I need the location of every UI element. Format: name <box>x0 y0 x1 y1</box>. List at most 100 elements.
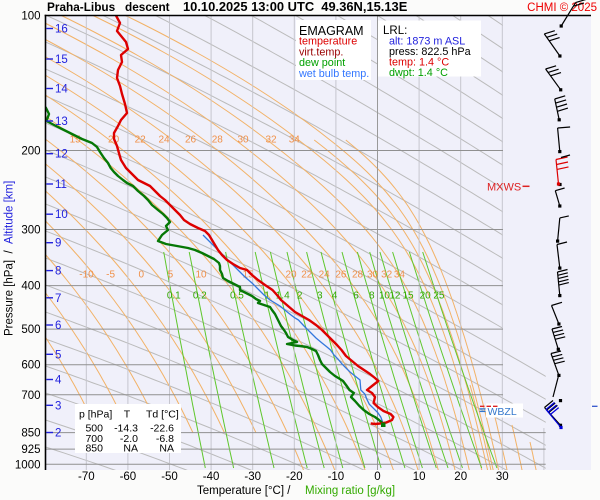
svg-text:-40: -40 <box>203 471 220 483</box>
svg-text:32: 32 <box>265 135 277 146</box>
svg-text:10.10.2025 13:00 UTC 49.36N,1: 10.10.2025 13:00 UTC 49.36N,15.13E <box>183 0 408 14</box>
svg-text:Temperature [°C] /: Temperature [°C] / <box>197 485 291 497</box>
svg-text:WBZL: WBZL <box>488 406 517 418</box>
svg-text:28: 28 <box>212 135 224 146</box>
svg-text:10: 10 <box>55 209 68 221</box>
svg-text:8: 8 <box>369 291 375 302</box>
svg-text:4: 4 <box>332 291 338 302</box>
svg-text:700: 700 <box>21 390 40 402</box>
svg-text:-10: -10 <box>328 471 345 483</box>
svg-text:9: 9 <box>55 238 61 250</box>
svg-text:500: 500 <box>21 324 40 336</box>
svg-text:28: 28 <box>352 270 364 281</box>
svg-text:T: T <box>124 409 131 421</box>
svg-text:30: 30 <box>496 471 509 483</box>
svg-text:100: 100 <box>21 10 40 22</box>
svg-text:16: 16 <box>55 24 68 36</box>
svg-text:500: 500 <box>85 423 103 435</box>
svg-text:26: 26 <box>335 270 347 281</box>
svg-text:0.2: 0.2 <box>193 291 207 302</box>
svg-text:20: 20 <box>454 471 467 483</box>
svg-text:34: 34 <box>394 270 406 281</box>
svg-text:EMAGRAM: EMAGRAM <box>299 24 364 38</box>
svg-text:20: 20 <box>420 291 432 302</box>
svg-text:-50: -50 <box>161 471 178 483</box>
svg-text:15: 15 <box>70 135 82 146</box>
svg-text:11: 11 <box>55 179 67 191</box>
svg-text:Td [°C]: Td [°C] <box>146 409 179 421</box>
svg-text:30: 30 <box>237 135 249 146</box>
svg-text:2: 2 <box>297 291 303 302</box>
svg-text:30: 30 <box>367 270 379 281</box>
svg-text:virt.temp.: virt.temp. <box>299 46 343 58</box>
svg-text:24: 24 <box>158 135 170 146</box>
svg-text:0: 0 <box>374 471 380 483</box>
svg-text:4: 4 <box>55 375 62 387</box>
svg-text:20: 20 <box>285 270 297 281</box>
svg-text:12: 12 <box>55 149 68 161</box>
svg-text:-70: -70 <box>78 471 95 483</box>
svg-text:6: 6 <box>55 320 61 332</box>
svg-text:wet bulb temp.: wet bulb temp. <box>298 68 369 80</box>
svg-text:5: 5 <box>55 349 61 361</box>
svg-text:-6.8: -6.8 <box>156 433 174 445</box>
svg-text:13: 13 <box>55 116 68 128</box>
svg-text:-2.0: -2.0 <box>120 433 138 445</box>
svg-text:15: 15 <box>243 270 255 281</box>
svg-text:925: 925 <box>21 444 40 456</box>
svg-text:0.1: 0.1 <box>167 291 181 302</box>
svg-text:400: 400 <box>21 281 40 293</box>
svg-text:5: 5 <box>168 270 174 281</box>
svg-text:200: 200 <box>21 146 40 158</box>
svg-text:600: 600 <box>21 360 40 372</box>
svg-text:22: 22 <box>301 270 313 281</box>
svg-text:-14.3: -14.3 <box>114 423 138 435</box>
svg-text:-60: -60 <box>120 471 137 483</box>
svg-text:-30: -30 <box>244 471 261 483</box>
svg-text:Praha-Libus descent: Praha-Libus descent <box>47 0 170 14</box>
svg-text:34: 34 <box>289 135 301 146</box>
svg-text:dew point: dew point <box>299 57 345 69</box>
svg-text:p [hPa]: p [hPa] <box>79 409 112 421</box>
svg-text:MXWS: MXWS <box>487 181 521 193</box>
svg-text:-22.6: -22.6 <box>150 423 174 435</box>
svg-text:25: 25 <box>433 291 445 302</box>
svg-text:700: 700 <box>85 433 103 445</box>
svg-text:press: 822.5 hPa: press: 822.5 hPa <box>389 46 471 58</box>
svg-text:NA: NA <box>123 443 138 455</box>
svg-text:alt: 1873 m ASL: alt: 1873 m ASL <box>389 35 465 47</box>
svg-text:26: 26 <box>185 135 197 146</box>
svg-text:Mixing ratio [g/kg]: Mixing ratio [g/kg] <box>305 485 395 497</box>
svg-text:24: 24 <box>319 270 331 281</box>
svg-text:0.5: 0.5 <box>230 291 244 302</box>
svg-text:850: 850 <box>85 443 103 455</box>
svg-text:850: 850 <box>21 428 40 440</box>
svg-text:10: 10 <box>413 471 426 483</box>
svg-text:1000: 1000 <box>15 459 41 471</box>
svg-text:LRL:: LRL: <box>383 25 407 37</box>
svg-text:-5: -5 <box>106 270 115 281</box>
svg-text:10: 10 <box>195 270 207 281</box>
svg-text:-20: -20 <box>286 471 303 483</box>
svg-text:CHMI © 2025: CHMI © 2025 <box>527 2 597 14</box>
svg-text:1.4: 1.4 <box>276 291 290 302</box>
svg-text:temperature: temperature <box>299 36 357 48</box>
svg-text:temp: 1.4 °C: temp: 1.4 °C <box>389 57 449 69</box>
svg-text:6: 6 <box>353 291 359 302</box>
svg-text:15: 15 <box>55 54 68 66</box>
svg-text:3: 3 <box>317 291 323 302</box>
svg-text:14: 14 <box>55 84 68 96</box>
svg-text:NA: NA <box>159 443 174 455</box>
svg-text:dwpt: 1.4 °C: dwpt: 1.4 °C <box>389 67 448 79</box>
svg-text:3: 3 <box>55 400 61 412</box>
svg-text:7: 7 <box>55 293 61 305</box>
svg-text:8: 8 <box>55 266 61 278</box>
svg-text:2: 2 <box>55 428 61 440</box>
svg-text:Pressure [hPa] / Altitude [k: Pressure [hPa] / Altitude [km] <box>4 181 16 336</box>
svg-text:15: 15 <box>402 291 414 302</box>
svg-text:22: 22 <box>135 135 147 146</box>
svg-text:300: 300 <box>21 225 40 237</box>
svg-text:12: 12 <box>389 291 401 302</box>
svg-text:1: 1 <box>264 291 270 302</box>
svg-text:-10: -10 <box>79 270 94 281</box>
